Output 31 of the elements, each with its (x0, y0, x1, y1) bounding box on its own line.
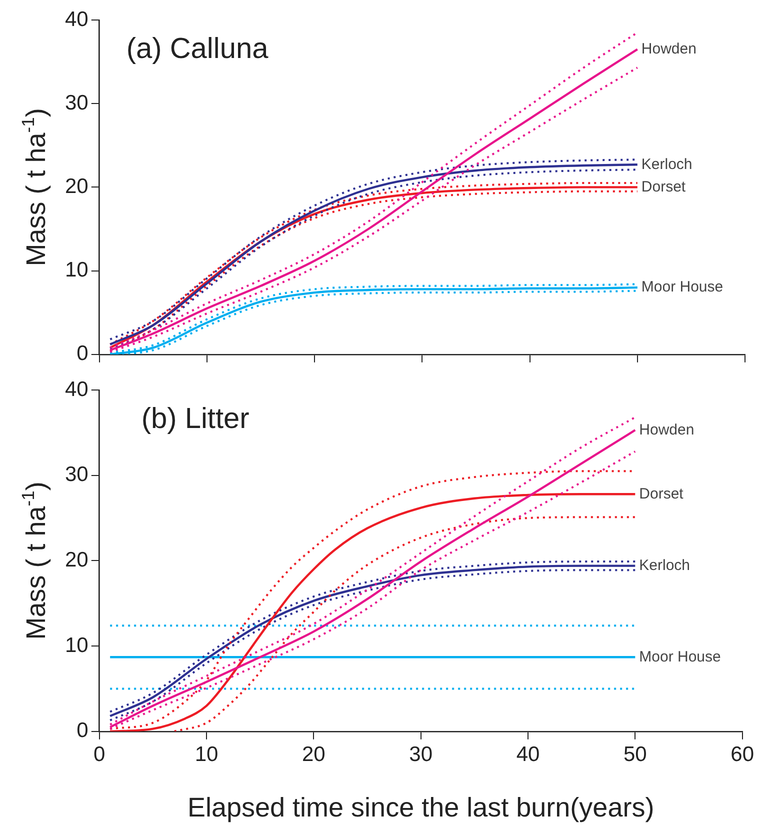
chart-title: (b) Litter (141, 403, 250, 435)
y-axis-title: Mass ( t ha-1) (18, 108, 51, 266)
x-tick-label: 30 (409, 742, 433, 766)
y-tick-label: 10 (65, 258, 88, 282)
x-tick-label: 10 (194, 742, 218, 766)
line-series (173, 516, 636, 732)
series-label: Kerloch (641, 156, 692, 173)
series-label: Moor House (639, 648, 721, 666)
y-tick-label: 10 (65, 634, 88, 657)
series-label: Dorset (641, 178, 686, 196)
x-tick-label: 20 (302, 742, 326, 766)
series-label: Howden (641, 40, 696, 58)
x-tick-label: 50 (623, 742, 647, 766)
y-tick-label: 40 (65, 8, 88, 31)
x-tick-label: 60 (730, 742, 754, 766)
x-tick-label: 0 (94, 742, 106, 766)
y-tick-label: 30 (65, 91, 88, 114)
y-tick-label: 0 (76, 342, 88, 366)
series-label: Kerloch (639, 556, 690, 574)
y-tick-label: 30 (65, 463, 88, 486)
x-axis-title: Elapsed time since the last burn(years) (187, 792, 654, 822)
series-label: Howden (639, 421, 694, 438)
y-tick-label: 40 (65, 378, 88, 401)
series-label: Dorset (639, 485, 684, 502)
text: (a) Calluna (126, 33, 270, 65)
y-tick-label: 20 (65, 548, 88, 572)
y-tick-label: 20 (65, 174, 88, 198)
y-tick-label: 0 (76, 719, 88, 742)
series-label: Moor House (641, 278, 724, 296)
x-tick-label: 40 (516, 742, 540, 766)
y-axis-title: Mass ( t ha-1) (18, 482, 51, 640)
